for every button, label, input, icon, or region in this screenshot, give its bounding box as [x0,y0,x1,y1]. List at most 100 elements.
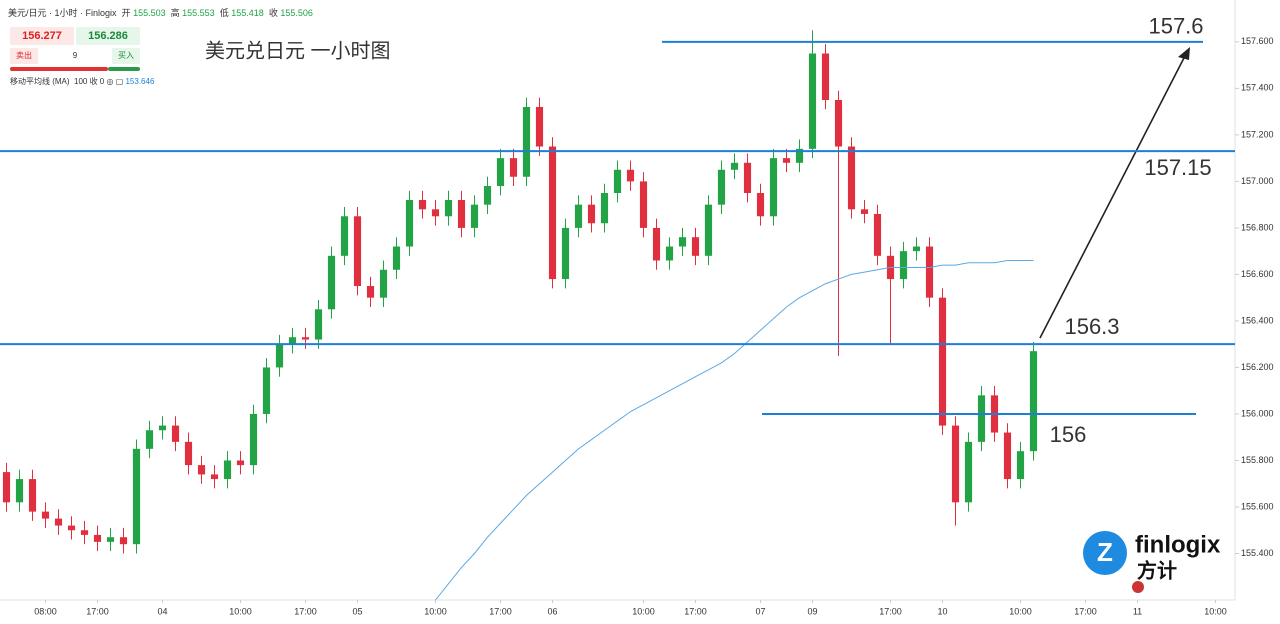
indicator-name: 移动平均线 (MA) [10,77,70,86]
candle-body [756,193,765,217]
candle-body [41,511,50,519]
candle-body [912,246,921,252]
logo-mark: Z [1097,537,1113,567]
candle-body [1003,432,1012,480]
candle-body [860,209,869,214]
arrow [1039,53,1187,339]
level-label: 156 [1050,422,1087,447]
y-tick-label: 155.800 [1241,455,1274,465]
candle-body [535,106,544,147]
y-tick-label: 157.600 [1241,36,1274,46]
x-tick-label: 06 [547,606,557,616]
sell-bar [10,67,108,71]
candle-body [223,460,232,480]
candle-body [704,204,713,256]
candle-body [28,479,37,512]
candle-body [496,158,505,187]
candle-body [847,146,856,210]
x-tick-label: 10:00 [1009,606,1032,616]
symbol-header: 美元/日元 · 1小时 · Finlogix 开 155.503 高 155.5… [8,6,313,19]
candle-body [314,309,323,340]
symbol: 美元/日元 · 1小时 · Finlogix [8,8,117,18]
candle-body [249,413,258,466]
indicator-value: 153.646 [125,77,155,86]
y-tick-label: 157.200 [1241,129,1274,139]
sell-button[interactable]: 卖出 [10,48,38,64]
candle-body [158,425,167,431]
candle-body [340,216,349,256]
candle-body [691,237,700,256]
candle-body [119,537,128,545]
candle-body [405,200,414,247]
candle-body [600,193,609,224]
candle-body [795,148,804,163]
candle-body [210,474,219,480]
candle-body [613,169,622,194]
logo-name: finlogix [1135,531,1221,558]
sell-price[interactable]: 156.277 [10,27,74,45]
candle-body [93,534,102,542]
moving-average [435,259,1034,601]
logo-cn: 方计 [1137,558,1177,582]
candle-body [288,337,297,345]
candle-body [639,181,648,228]
candle-body [574,204,583,228]
close-value: 155.506 [280,8,313,18]
candle-body [15,479,24,503]
y-tick-label: 156.600 [1241,269,1274,279]
level-label: 157.15 [1144,155,1211,180]
candle-body [548,146,557,280]
candle-body [938,297,947,426]
flag [1132,581,1144,593]
x-tick-label: 10 [937,606,947,616]
candle-body [301,337,310,340]
candle-body [1016,451,1025,480]
candle-body [431,209,440,217]
x-tick-label: 05 [352,606,362,616]
buy-bar [108,67,140,71]
buy-price[interactable]: 156.286 [76,27,140,45]
candle-body [80,530,89,535]
candle-body [587,204,596,224]
candle-body [977,395,986,442]
candle-body [899,251,908,280]
candle-body [197,465,206,475]
candle-body [262,367,271,414]
candle-body [67,525,76,531]
candle-body [483,186,492,205]
candle-body [509,158,518,177]
level-label: 156.3 [1064,314,1119,339]
candle-body [2,472,11,503]
candle-body [717,169,726,205]
candle-body [769,158,778,217]
close-label: 收 [268,8,278,18]
y-tick-label: 155.400 [1241,548,1274,558]
high-label: 高 [170,8,180,18]
y-tick-label: 156.000 [1241,408,1274,418]
x-tick-label: 08:00 [34,606,57,616]
x-tick-label: 17:00 [86,606,109,616]
x-tick-label: 10:00 [1204,606,1227,616]
level-label: 157.6 [1148,14,1203,39]
candle-body [184,441,193,466]
candle-body [457,200,466,228]
x-tick-label: 11 [1133,606,1142,616]
y-tick-label: 156.800 [1241,222,1274,232]
x-tick-label: 17:00 [684,606,707,616]
candle-body [808,53,817,149]
y-tick-label: 157.400 [1241,83,1274,93]
quantity[interactable]: 9 [72,51,78,60]
candle-body [821,53,830,100]
candle-body [145,430,154,449]
candle-body [418,200,427,210]
chart-title: 美元兑日元 一小时图 [205,39,391,62]
candle-body [730,162,739,170]
candle-body [444,200,453,217]
x-tick-label: 10:00 [229,606,252,616]
candle-body [171,425,180,442]
buy-button[interactable]: 买入 [112,48,140,64]
candle-body [379,269,388,298]
candle-body [743,162,752,194]
candle-body [327,255,336,310]
